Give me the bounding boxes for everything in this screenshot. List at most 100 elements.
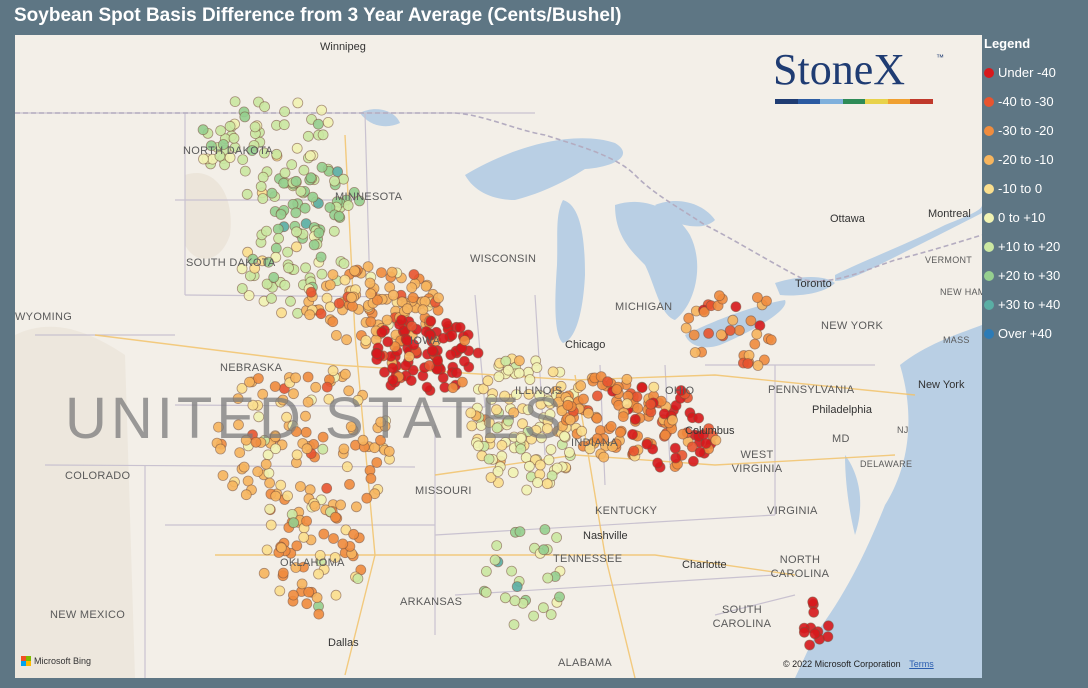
basis-point[interactable]	[264, 503, 276, 515]
basis-point[interactable]	[522, 404, 534, 416]
basis-point[interactable]	[338, 443, 350, 455]
basis-point[interactable]	[291, 241, 302, 253]
basis-point[interactable]	[233, 419, 244, 431]
basis-point[interactable]	[538, 602, 549, 614]
basis-point[interactable]	[710, 434, 722, 446]
basis-point[interactable]	[607, 441, 618, 453]
basis-point[interactable]	[241, 188, 253, 200]
basis-point[interactable]	[365, 316, 377, 328]
basis-point[interactable]	[277, 394, 289, 406]
basis-point[interactable]	[328, 225, 340, 237]
basis-point[interactable]	[312, 118, 324, 130]
terms-link[interactable]: Terms	[909, 659, 934, 669]
basis-point[interactable]	[239, 111, 251, 123]
basis-point[interactable]	[257, 193, 269, 204]
basis-point[interactable]	[327, 316, 339, 328]
basis-point[interactable]	[316, 104, 328, 116]
basis-point[interactable]	[250, 436, 262, 448]
basis-point[interactable]	[232, 393, 244, 405]
basis-point[interactable]	[371, 457, 383, 468]
basis-point[interactable]	[761, 295, 772, 307]
basis-point[interactable]	[451, 367, 463, 379]
basis-point[interactable]	[562, 399, 574, 411]
basis-point[interactable]	[316, 161, 328, 173]
basis-point[interactable]	[307, 191, 319, 203]
basis-point[interactable]	[538, 544, 550, 556]
basis-point[interactable]	[275, 542, 287, 554]
basis-point[interactable]	[424, 329, 436, 341]
basis-point[interactable]	[252, 466, 264, 478]
basis-point[interactable]	[688, 329, 700, 341]
basis-point[interactable]	[742, 358, 754, 369]
basis-point[interactable]	[480, 587, 492, 598]
basis-point[interactable]	[508, 407, 520, 419]
basis-point[interactable]	[592, 390, 603, 402]
basis-point[interactable]	[354, 195, 365, 207]
legend-item[interactable]: Over +40	[984, 319, 1088, 348]
legend-item[interactable]: +10 to +20	[984, 232, 1088, 261]
basis-point[interactable]	[299, 202, 311, 214]
basis-point[interactable]	[315, 251, 327, 263]
basis-point[interactable]	[213, 421, 224, 433]
basis-point[interactable]	[369, 442, 381, 454]
basis-point[interactable]	[261, 544, 273, 556]
basis-point[interactable]	[217, 139, 229, 150]
basis-point[interactable]	[304, 309, 316, 321]
basis-point[interactable]	[547, 366, 559, 378]
basis-point[interactable]	[330, 511, 341, 523]
basis-point[interactable]	[310, 381, 322, 393]
basis-point[interactable]	[627, 428, 638, 440]
basis-point[interactable]	[423, 360, 435, 371]
basis-point[interactable]	[628, 445, 640, 457]
basis-point[interactable]	[515, 432, 527, 444]
basis-point[interactable]	[279, 167, 291, 179]
basis-point[interactable]	[217, 470, 229, 481]
basis-point[interactable]	[333, 210, 345, 222]
basis-point[interactable]	[477, 383, 489, 395]
basis-point[interactable]	[454, 321, 466, 333]
basis-point[interactable]	[321, 482, 333, 494]
basis-point[interactable]	[823, 620, 834, 632]
basis-point[interactable]	[361, 492, 373, 504]
basis-point[interactable]	[291, 449, 303, 461]
basis-point[interactable]	[247, 399, 259, 411]
basis-point[interactable]	[282, 490, 294, 502]
basis-point[interactable]	[258, 147, 270, 159]
basis-point[interactable]	[400, 360, 412, 372]
basis-point[interactable]	[486, 393, 498, 405]
basis-point[interactable]	[564, 414, 576, 426]
basis-point[interactable]	[335, 499, 347, 511]
basis-point[interactable]	[317, 431, 329, 443]
basis-point[interactable]	[598, 451, 610, 463]
basis-point[interactable]	[258, 567, 270, 579]
basis-point[interactable]	[271, 148, 283, 160]
basis-point[interactable]	[534, 389, 545, 401]
basis-point[interactable]	[249, 262, 261, 274]
basis-point[interactable]	[730, 301, 742, 313]
basis-point[interactable]	[675, 385, 687, 396]
basis-point[interactable]	[316, 268, 328, 280]
basis-point[interactable]	[499, 390, 511, 402]
basis-point[interactable]	[406, 320, 418, 332]
basis-point[interactable]	[381, 314, 393, 326]
basis-point[interactable]	[631, 391, 643, 403]
basis-point[interactable]	[314, 550, 326, 561]
basis-point[interactable]	[686, 441, 698, 453]
basis-point[interactable]	[298, 164, 310, 176]
basis-point[interactable]	[375, 267, 387, 279]
basis-point[interactable]	[375, 416, 387, 428]
basis-point[interactable]	[382, 336, 394, 348]
basis-point[interactable]	[405, 375, 417, 387]
basis-point[interactable]	[261, 225, 272, 237]
basis-point[interactable]	[752, 360, 764, 371]
basis-point[interactable]	[338, 258, 350, 270]
basis-point[interactable]	[407, 292, 419, 304]
legend-item[interactable]: -10 to 0	[984, 174, 1088, 203]
basis-point[interactable]	[244, 376, 255, 388]
basis-point[interactable]	[313, 227, 325, 239]
basis-point[interactable]	[339, 368, 351, 380]
basis-point[interactable]	[629, 413, 641, 425]
basis-point[interactable]	[645, 398, 657, 410]
basis-point[interactable]	[751, 328, 763, 340]
basis-point[interactable]	[683, 312, 695, 324]
